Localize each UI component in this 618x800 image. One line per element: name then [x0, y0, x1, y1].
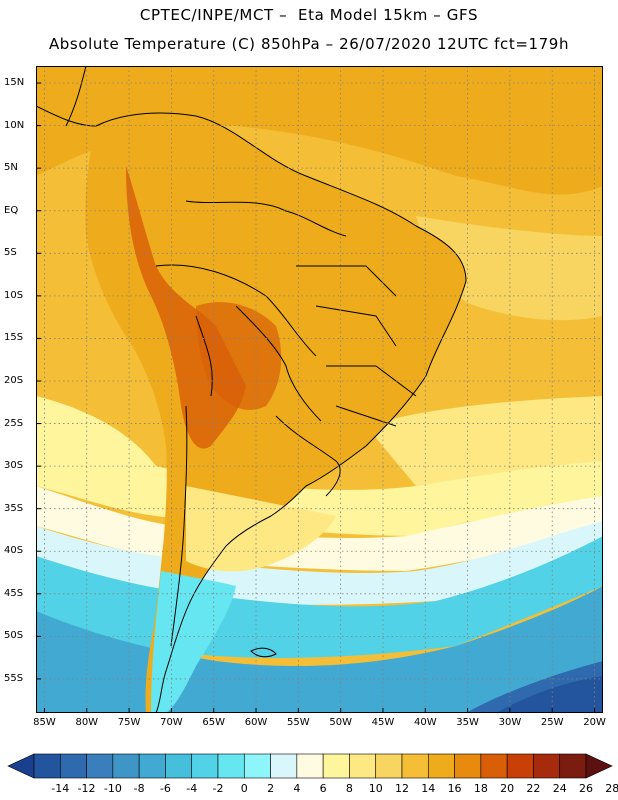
lat-tick-label: 35S [4, 502, 24, 514]
chart-title-line1: CPTEC/INPE/MCT – Eta Model 15km – GFS [139, 6, 479, 24]
colorbar-tick-label: -6 [159, 782, 171, 795]
colorbar-tick-label: 16 [447, 782, 462, 795]
colorbar-tick-label: 6 [319, 782, 327, 795]
coastline-south-america [95, 112, 467, 713]
central-warm-region [196, 302, 282, 410]
colorbar-cell [401, 753, 429, 779]
lat-tick-label: 45S [4, 587, 24, 599]
colorbar-cell [296, 753, 324, 779]
lat-tick-label: 5S [4, 247, 17, 259]
colorbar-tick-label: 14 [421, 782, 436, 795]
colorbar-tick-label: 8 [345, 782, 353, 795]
lon-tick-label: 50W [329, 717, 352, 728]
colorbar-tick-label: 4 [293, 782, 301, 795]
lat-tick-label: 5N [4, 162, 18, 174]
colorbar-cell [191, 753, 219, 779]
temperature-map [36, 66, 603, 713]
boundary-venezuela-brazil [185, 200, 347, 237]
colorbar-cell [349, 753, 377, 779]
boundary-chile-argentina [170, 405, 188, 647]
temp-band-18-atlantic [416, 216, 603, 321]
lat-tick-label: 55S [4, 672, 24, 684]
boundary-brazil-states [296, 265, 417, 427]
lat-tick-label: 50S [4, 630, 24, 642]
colorbar-cell [506, 753, 534, 779]
colorbar-tick-label: -8 [133, 782, 145, 795]
colorbar-cell [33, 753, 61, 779]
lon-tick-label: 65W [202, 717, 226, 728]
colorbar-cell [559, 753, 587, 779]
colorbar-cell [138, 753, 166, 779]
colorbar-cell [322, 753, 350, 779]
colorbar-tick-label: -10 [103, 782, 122, 795]
lat-tick-label: 10N [4, 119, 25, 131]
colorbar-tick-label: 26 [579, 782, 593, 795]
colorbar-tick-label: -4 [186, 782, 198, 795]
colorbar-cell [375, 753, 403, 779]
colorbar-cell [480, 753, 508, 779]
colorbar-min-arrow [7, 753, 35, 779]
lon-tick-label: 60W [244, 717, 268, 728]
colorbar-cell [59, 753, 87, 779]
colorbar-max-arrow [585, 753, 613, 779]
lon-tick-label: 45W [371, 717, 395, 728]
lon-tick-label: 70W [160, 717, 183, 728]
lon-tick-label: 30W [498, 717, 522, 728]
colorbar-tick-label: 20 [500, 782, 515, 795]
lat-tick-label: 25S [4, 417, 24, 429]
lat-tick-label: EQ [4, 204, 19, 216]
colorbar-tick-label: 10 [368, 782, 383, 795]
south-america-land [85, 113, 466, 713]
map-frame [36, 66, 603, 713]
colorbar-tick-label: -14 [51, 782, 70, 795]
colorbar-cell [243, 753, 271, 779]
lon-tick-label: 85W [33, 717, 56, 728]
lat-tick-label: 15N [4, 77, 25, 89]
patagonia-land [151, 571, 236, 713]
colorbar-cell [217, 753, 245, 779]
boundary-peru-bolivia [195, 315, 213, 397]
colorbar-cell [454, 753, 482, 779]
colorbar-tick-label: 12 [395, 782, 409, 795]
colorbar-tick-label: -2 [212, 782, 224, 795]
colorbar-cell [427, 753, 455, 779]
temp-band-18-north [36, 66, 603, 195]
temp-band-16-atlantic-south [366, 396, 603, 486]
lat-tick-label: 40S [4, 545, 24, 557]
colorbar-tick-label: 24 [552, 782, 567, 795]
boundary-brazil-argentina [275, 415, 341, 497]
lat-tick-label: 20S [4, 374, 24, 386]
colorbar-cell [270, 753, 298, 779]
lat-tick-label: 30S [4, 460, 24, 472]
colorbar-cell [533, 753, 561, 779]
chart-title-line2: Absolute Temperature (C) 850hPa – 26/07/… [48, 35, 570, 53]
lon-tick-label: 25W [540, 717, 564, 728]
colorbar-tick-label: 0 [240, 782, 248, 795]
lat-tick-label: 10S [4, 289, 24, 301]
colorbar-tick-label: -12 [77, 782, 96, 795]
colorbar-cell [165, 753, 193, 779]
falkland-islands [250, 647, 277, 658]
lon-tick-label: 35W [456, 717, 479, 728]
temp-band-minus10 [496, 676, 603, 713]
colorbar-cell [86, 753, 114, 779]
colorbar-tick-label: 28 [605, 782, 618, 795]
colorbar [7, 753, 613, 779]
boundary-brazil-bolivia [235, 305, 322, 422]
lon-tick-label: 55W [287, 717, 310, 728]
colorbar-tick-label: 2 [267, 782, 275, 795]
lon-tick-label: 40W [413, 717, 437, 728]
lon-tick-label: 80W [75, 717, 99, 728]
colorbar-tick-label: 22 [526, 782, 541, 795]
lon-tick-label: 20W [583, 717, 606, 728]
lat-tick-label: 15S [4, 332, 24, 344]
lon-tick-label: 75W [117, 717, 141, 728]
colorbar-tick-label: 18 [473, 782, 488, 795]
colorbar-cell [112, 753, 140, 779]
